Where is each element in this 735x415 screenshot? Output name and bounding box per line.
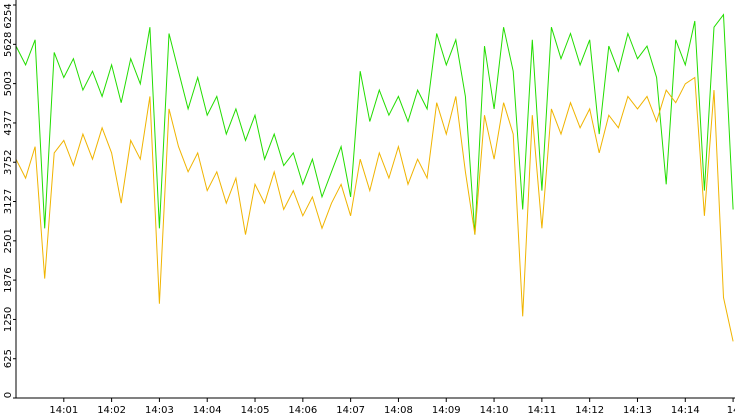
x-tick-label: 14:04: [193, 405, 222, 415]
x-tick-label: 14:07: [336, 405, 365, 415]
x-tick-label: 14:06: [288, 405, 317, 415]
y-tick-label: 3127: [3, 189, 14, 214]
x-tick-label: 14:08: [384, 405, 413, 415]
x-tick-label: 14:11: [527, 405, 556, 415]
x-tick-label: 14:13: [623, 405, 652, 415]
y-tick-label: 625: [3, 349, 14, 368]
x-tick-label: 14:01: [49, 405, 78, 415]
y-tick-label: 1250: [3, 307, 14, 332]
y-tick-label: 6254: [3, 3, 14, 28]
x-tick-label: 14:14: [671, 405, 700, 415]
data-line: [15, 76, 734, 342]
x-tick-label: 14:03: [145, 405, 174, 415]
x-tick-label: 14:12: [575, 405, 604, 415]
y-tick-label: 1876: [3, 267, 14, 292]
y-tick-label: 0: [3, 392, 14, 398]
x-tick-label: 14:10: [480, 405, 509, 415]
y-tick-label: 2501: [3, 228, 14, 253]
data-line: [15, 13, 734, 235]
y-tick-label: 4377: [3, 110, 14, 135]
x-tick-label: 14:09: [432, 405, 461, 415]
y-tick-label: 3752: [3, 149, 14, 174]
y-tick-label: 5628: [3, 32, 14, 57]
x-tick-label: 14: [727, 405, 735, 415]
x-tick-label: 14:02: [97, 405, 126, 415]
y-tick-label: 5003: [3, 71, 14, 96]
x-tick-label: 14:05: [241, 405, 270, 415]
